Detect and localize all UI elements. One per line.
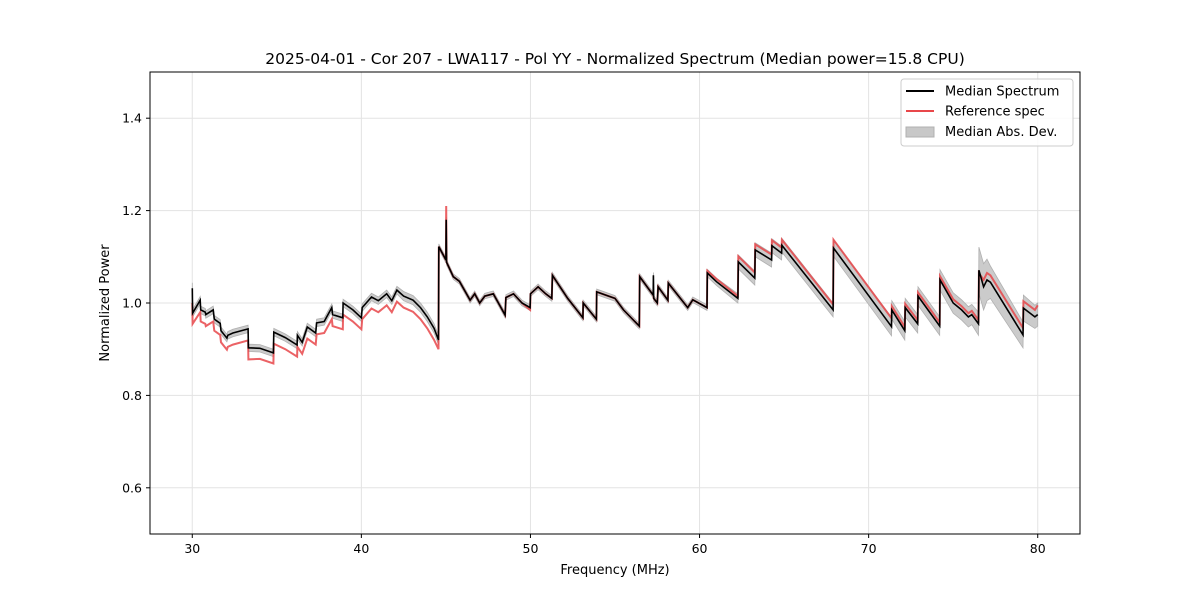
y-tick-label: 1.2 [122,203,142,218]
median-line [191,219,1039,355]
y-tick-label: 1.0 [122,296,142,311]
legend-mad-swatch [905,126,935,138]
x-axis-label: Frequency (MHz) [560,563,669,578]
chart-title: 2025-04-01 - Cor 207 - LWA117 - Pol YY -… [265,50,965,68]
y-tick-label: 1.4 [122,111,142,126]
x-tick-label: 30 [184,541,200,556]
x-tick-label: 80 [1030,541,1046,556]
x-tick-label: 60 [692,541,708,556]
y-tick-label: 0.8 [122,388,142,403]
y-axis-label: Normalized Power [98,244,113,362]
x-tick-label: 50 [523,541,539,556]
ticks: 30 40 50 60 70 80 0.6 0.8 1.0 1.2 1.4 [122,111,1046,556]
legend: Median Spectrum Reference spec Median Ab… [900,78,1074,147]
legend-median-label: Median Spectrum [945,85,1059,100]
y-tick-label: 0.6 [122,480,142,495]
x-tick-label: 70 [861,541,877,556]
legend-mad-label: Median Abs. Dev. [945,125,1057,140]
x-tick-label: 40 [353,541,369,556]
legend-reference-label: Reference spec [945,105,1045,120]
